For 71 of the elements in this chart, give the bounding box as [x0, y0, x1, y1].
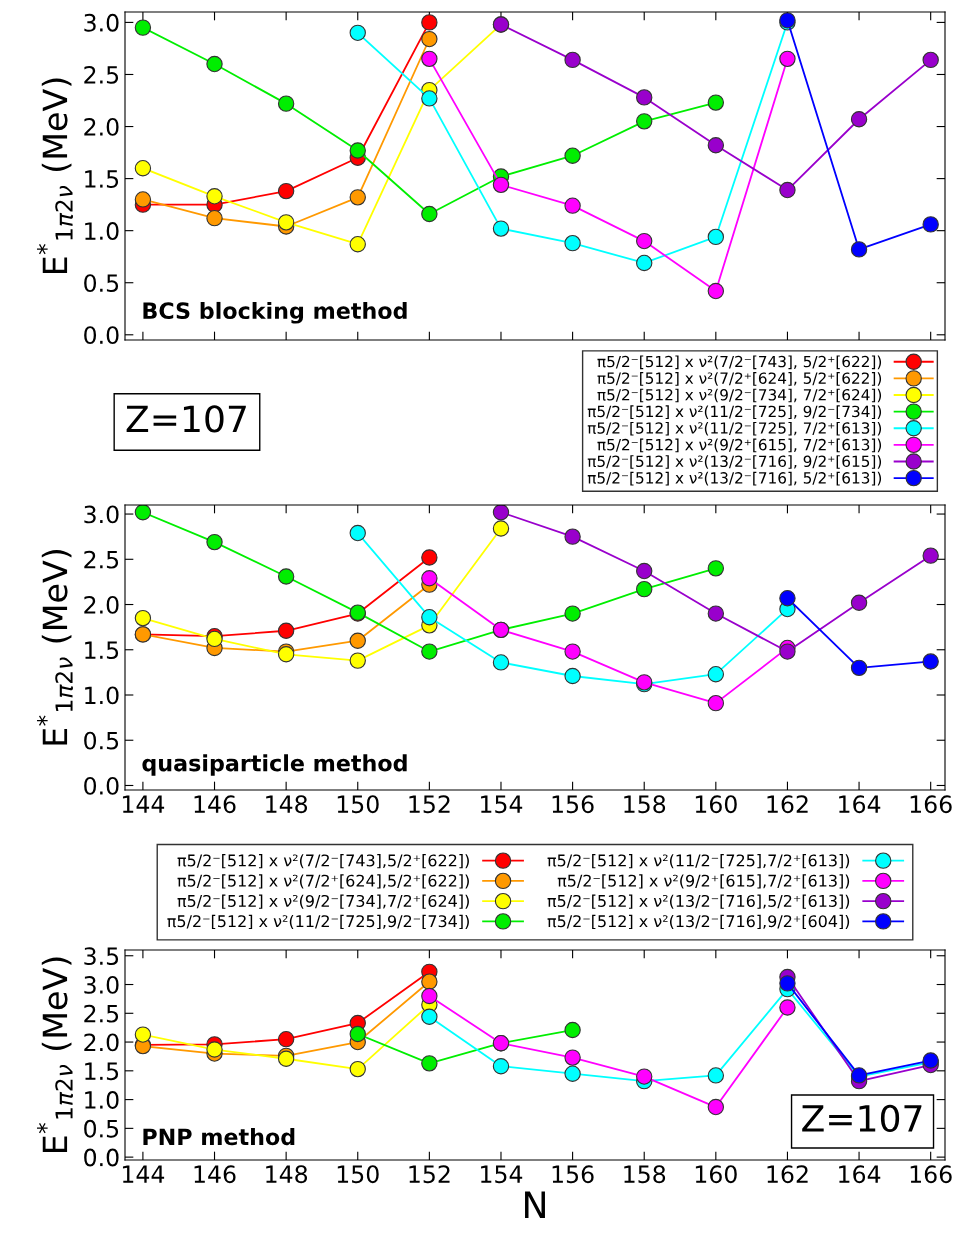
legend-label: π5/2⁻[512] x ν²(11/2⁻[725],9/2⁻[734]): [167, 914, 469, 930]
y-tick-label: 1.5: [85, 1062, 119, 1081]
y-axis-title: E$^{*}$$_{1π2ν}$ (MeV): [36, 78, 73, 274]
legend-label: π5/2⁻[512] x ν²(7/2⁻[743], 5/2⁺[622]): [597, 355, 882, 370]
y-tick-label: 2.0: [84, 595, 119, 614]
y-axis-title: E$^{*}$$_{1π2ν}$ (MeV): [36, 550, 73, 745]
x-tick-label: 158: [624, 1165, 666, 1184]
legend-label: π5/2⁻[512] x ν²(11/2⁻[725], 9/2⁻[734]): [587, 405, 882, 419]
y-tick-label: 3.0: [84, 975, 119, 994]
x-tick-label: 144: [122, 795, 165, 813]
y-tick-label: 0.0: [84, 1148, 119, 1167]
y-tick-label: 1.5: [85, 170, 119, 188]
y-tick-label: 0.0: [84, 326, 119, 345]
x-tick-label: 162: [767, 1165, 808, 1184]
x-tick-label: 160: [695, 795, 737, 814]
y-tick-label: 3.0: [84, 505, 119, 524]
legend-label: π5/2⁻[512] x ν²(13/2⁻[716],5/2⁺[613]): [547, 894, 850, 909]
x-tick-label: 160: [695, 1165, 737, 1184]
legend-label: π5/2⁻[512] x ν²(7/2⁺[624],5/2⁺[622]): [177, 874, 469, 889]
x-tick-label: 162: [767, 795, 808, 814]
y-axis-title: E$^{*}$$_{1π2ν}$ (MeV): [36, 957, 73, 1153]
legend-label: π5/2⁻[512] x ν²(13/2⁻[716], 5/2⁺[613]): [587, 471, 882, 486]
x-tick-label: 154: [481, 1165, 523, 1184]
legend-label: π5/2⁻[512] x ν²(11/2⁻[725], 7/2⁺[613]): [587, 421, 882, 436]
x-axis-title: N: [525, 1191, 545, 1218]
annotation: BCS blocking method: [143, 301, 407, 324]
legend-label: π5/2⁻[512] x ν²(7/2⁻[743],5/2⁺[622]): [177, 854, 469, 869]
y-tick-label: 2.5: [84, 550, 119, 569]
y-tick-label: 0.5: [84, 731, 119, 750]
y-tick-label: 0.5: [84, 274, 119, 293]
x-tick-label: 148: [266, 1165, 308, 1184]
y-tick-label: 3.5: [84, 947, 119, 966]
x-tick-label: 166: [910, 795, 952, 814]
y-tick-label: 0.0: [84, 776, 119, 795]
x-tick-label: 146: [194, 795, 236, 814]
y-tick-label: 1.0: [85, 1091, 119, 1109]
x-tick-label: 146: [194, 1165, 236, 1184]
x-tick-label: 152: [409, 795, 450, 814]
x-tick-label: 148: [266, 795, 308, 814]
x-tick-label: 156: [552, 795, 594, 814]
x-tick-label: 158: [624, 795, 666, 814]
legend-label: π5/2⁻[512] x ν²(13/2⁻[716], 9/2⁺[615]): [587, 455, 882, 469]
y-tick-label: 2.5: [84, 1004, 119, 1023]
annotation: Z=107: [802, 1104, 922, 1132]
annotation: PNP method: [143, 1127, 295, 1146]
legend-label: π5/2⁻[512] x ν²(13/2⁻[716],9/2⁺[604]): [547, 914, 850, 930]
y-tick-label: 3.0: [84, 13, 119, 32]
text: Z=107: [126, 405, 246, 433]
x-tick-label: 150: [337, 1165, 379, 1184]
x-tick-label: 166: [910, 1165, 952, 1184]
legend-label: π5/2⁻[512] x ν²(9/2⁺[615], 7/2⁺[613]): [597, 438, 882, 453]
y-tick-label: 2.0: [84, 117, 119, 136]
legend-label: π5/2⁻[512] x ν²(11/2⁻[725],7/2⁺[613]): [547, 854, 850, 869]
y-tick-label: 2.5: [84, 65, 119, 84]
x-tick-label: 156: [552, 1165, 594, 1184]
y-tick-label: 2.0: [84, 1033, 119, 1052]
x-tick-label: 154: [481, 795, 523, 814]
y-tick-label: 1.5: [85, 641, 119, 660]
x-tick-label: 164: [839, 795, 881, 814]
annotation: quasiparticle method: [142, 754, 407, 776]
legend-label: π5/2⁻[512] x ν²(9/2⁻[734],7/2⁺[624]): [177, 894, 469, 909]
y-tick-label: 1.0: [85, 222, 119, 240]
x-tick-label: 150: [337, 795, 379, 814]
x-tick-label: 144: [122, 1165, 165, 1183]
legend-label: π5/2⁻[512] x ν²(7/2⁺[624], 5/2⁺[622]): [597, 372, 882, 386]
legend-label: π5/2⁻[512] x ν²(9/2⁺[615],7/2⁺[613]): [557, 874, 850, 889]
x-tick-label: 152: [409, 1165, 450, 1184]
legend-label: π5/2⁻[512] x ν²(9/2⁻[734], 7/2⁺[624]): [597, 388, 882, 403]
x-tick-label: 164: [839, 1165, 881, 1184]
y-tick-label: 0.5: [84, 1119, 119, 1138]
y-tick-label: 1.0: [85, 686, 119, 705]
